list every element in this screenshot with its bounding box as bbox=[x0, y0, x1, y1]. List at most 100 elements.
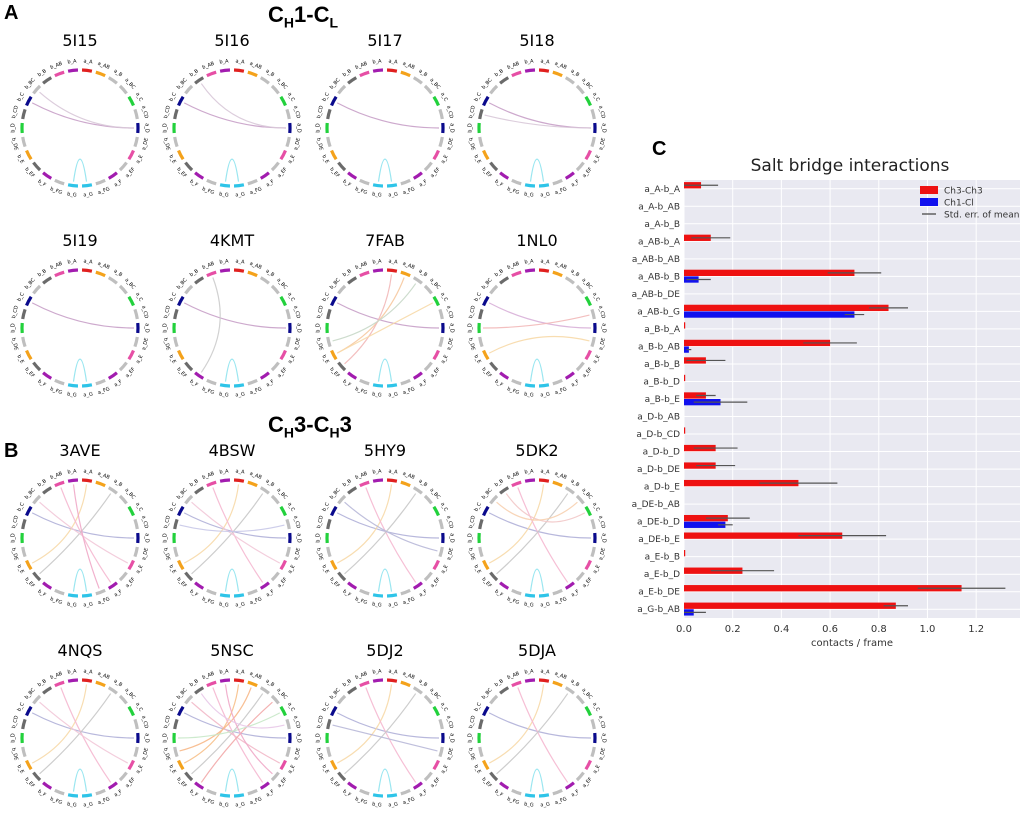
segment-label: a_FG bbox=[554, 386, 568, 396]
segment-label: b_AB bbox=[506, 61, 520, 71]
ring-segment bbox=[553, 380, 562, 384]
ring-segment bbox=[401, 790, 410, 794]
ring-segment bbox=[434, 760, 439, 769]
category-label: a_DE-b_AB bbox=[632, 500, 680, 510]
segment-label: a_AB bbox=[402, 471, 416, 481]
segment-label: b_BC bbox=[24, 77, 37, 91]
contact-link bbox=[225, 359, 238, 381]
ring-segment bbox=[23, 747, 25, 757]
segment-label: a_B bbox=[417, 68, 428, 78]
ring-segment bbox=[43, 173, 51, 179]
segment-label: b_D bbox=[468, 323, 474, 333]
contact-link bbox=[497, 494, 568, 574]
segment-label: a_DE bbox=[598, 747, 607, 761]
segment-label: a_F bbox=[570, 179, 580, 189]
segment-label: b_DE bbox=[467, 137, 476, 151]
ring-segment bbox=[484, 150, 489, 159]
ring-segment bbox=[525, 595, 535, 596]
x-tick-label: 0.8 bbox=[871, 624, 887, 635]
ring-segment bbox=[109, 783, 117, 789]
segment-label: a_BC bbox=[123, 77, 136, 91]
segment-label: b_B bbox=[37, 68, 48, 78]
segment-label: b_E bbox=[321, 564, 330, 575]
segment-label: b_CD bbox=[468, 105, 477, 119]
ring-segment bbox=[500, 783, 508, 789]
ring-segment bbox=[43, 278, 51, 284]
segment-label: a_C bbox=[591, 702, 601, 713]
segment-label: a_B bbox=[264, 68, 275, 78]
ring-segment bbox=[484, 707, 489, 716]
ring-segment bbox=[480, 547, 482, 557]
segment-label: a_F bbox=[265, 179, 275, 189]
segment-label: b_G bbox=[67, 391, 77, 398]
segment-label: a_FG bbox=[97, 186, 111, 196]
segment-label: a_AB bbox=[97, 261, 111, 271]
segment-label: a_EF bbox=[276, 166, 288, 179]
segment-label: b_E bbox=[168, 154, 177, 165]
ring-segment bbox=[261, 783, 269, 789]
segment-label: a_FG bbox=[97, 386, 111, 396]
ring-segment bbox=[373, 385, 383, 386]
contact-link bbox=[345, 274, 392, 363]
segment-label: b_BC bbox=[176, 687, 189, 701]
category-label: a_D-b_AB bbox=[637, 413, 680, 423]
ring-segment bbox=[586, 150, 591, 159]
ring-segment bbox=[281, 507, 286, 516]
ring-segment bbox=[207, 790, 216, 794]
contact-link bbox=[378, 769, 391, 791]
ring-segment bbox=[525, 185, 535, 186]
ring-segment bbox=[414, 373, 422, 379]
segment-label: a_C bbox=[134, 702, 144, 713]
ring-segment bbox=[27, 507, 32, 516]
chart-title: Salt bridge interactions bbox=[680, 156, 1020, 176]
segment-label: b_EF bbox=[23, 776, 35, 789]
ring-segment bbox=[96, 72, 105, 76]
contact-link bbox=[201, 84, 286, 128]
ring-segment bbox=[425, 86, 432, 93]
segment-label: a_E bbox=[287, 354, 296, 365]
segment-label: b_E bbox=[321, 354, 330, 365]
segment-label: a_F bbox=[265, 789, 275, 799]
segment-label: a_A bbox=[540, 58, 550, 65]
ring-segment bbox=[348, 488, 356, 494]
segment-label: a_F bbox=[418, 589, 428, 599]
segment-label: b_CD bbox=[468, 515, 477, 529]
segment-label: a_A bbox=[235, 668, 245, 675]
segment-label: a_CD bbox=[140, 305, 149, 319]
ring-segment bbox=[577, 163, 584, 170]
ring-segment bbox=[23, 137, 25, 147]
bar-ch3-ch3 bbox=[684, 322, 685, 328]
ring-segment bbox=[586, 350, 591, 359]
contact-link bbox=[366, 488, 416, 583]
segment-label: b_EF bbox=[175, 576, 187, 589]
ring-segment bbox=[500, 488, 508, 494]
ring-segment bbox=[401, 180, 410, 184]
segment-label: b_C bbox=[16, 91, 26, 102]
segment-label: a_CD bbox=[292, 105, 301, 119]
segment-label: a_E bbox=[592, 354, 601, 365]
contact-link bbox=[184, 684, 238, 763]
ring-segment bbox=[261, 173, 269, 179]
segment-label: b_B bbox=[494, 478, 505, 488]
segment-label: a_B bbox=[417, 478, 428, 488]
ring-segment bbox=[120, 773, 127, 780]
segment-label: a_FG bbox=[402, 796, 416, 806]
segment-label: a_G bbox=[235, 601, 245, 608]
segment-label: a_FG bbox=[402, 186, 416, 196]
segment-label: b_A bbox=[67, 468, 77, 475]
ring-segment bbox=[207, 180, 216, 184]
circle-plot-label: 4BSW bbox=[157, 441, 307, 460]
ring-segment bbox=[338, 86, 345, 93]
segment-label: a_AB bbox=[402, 671, 416, 681]
segment-label: b_BC bbox=[176, 487, 189, 501]
contact-link bbox=[213, 688, 263, 783]
contact-link bbox=[333, 725, 438, 751]
segment-label: a_B bbox=[417, 268, 428, 278]
legend-label: Ch3-Ch3 bbox=[944, 187, 983, 197]
ring-segment bbox=[332, 707, 337, 716]
ring-segment bbox=[539, 270, 549, 271]
segment-label: b_F bbox=[493, 589, 504, 599]
ring-segment bbox=[480, 719, 482, 729]
